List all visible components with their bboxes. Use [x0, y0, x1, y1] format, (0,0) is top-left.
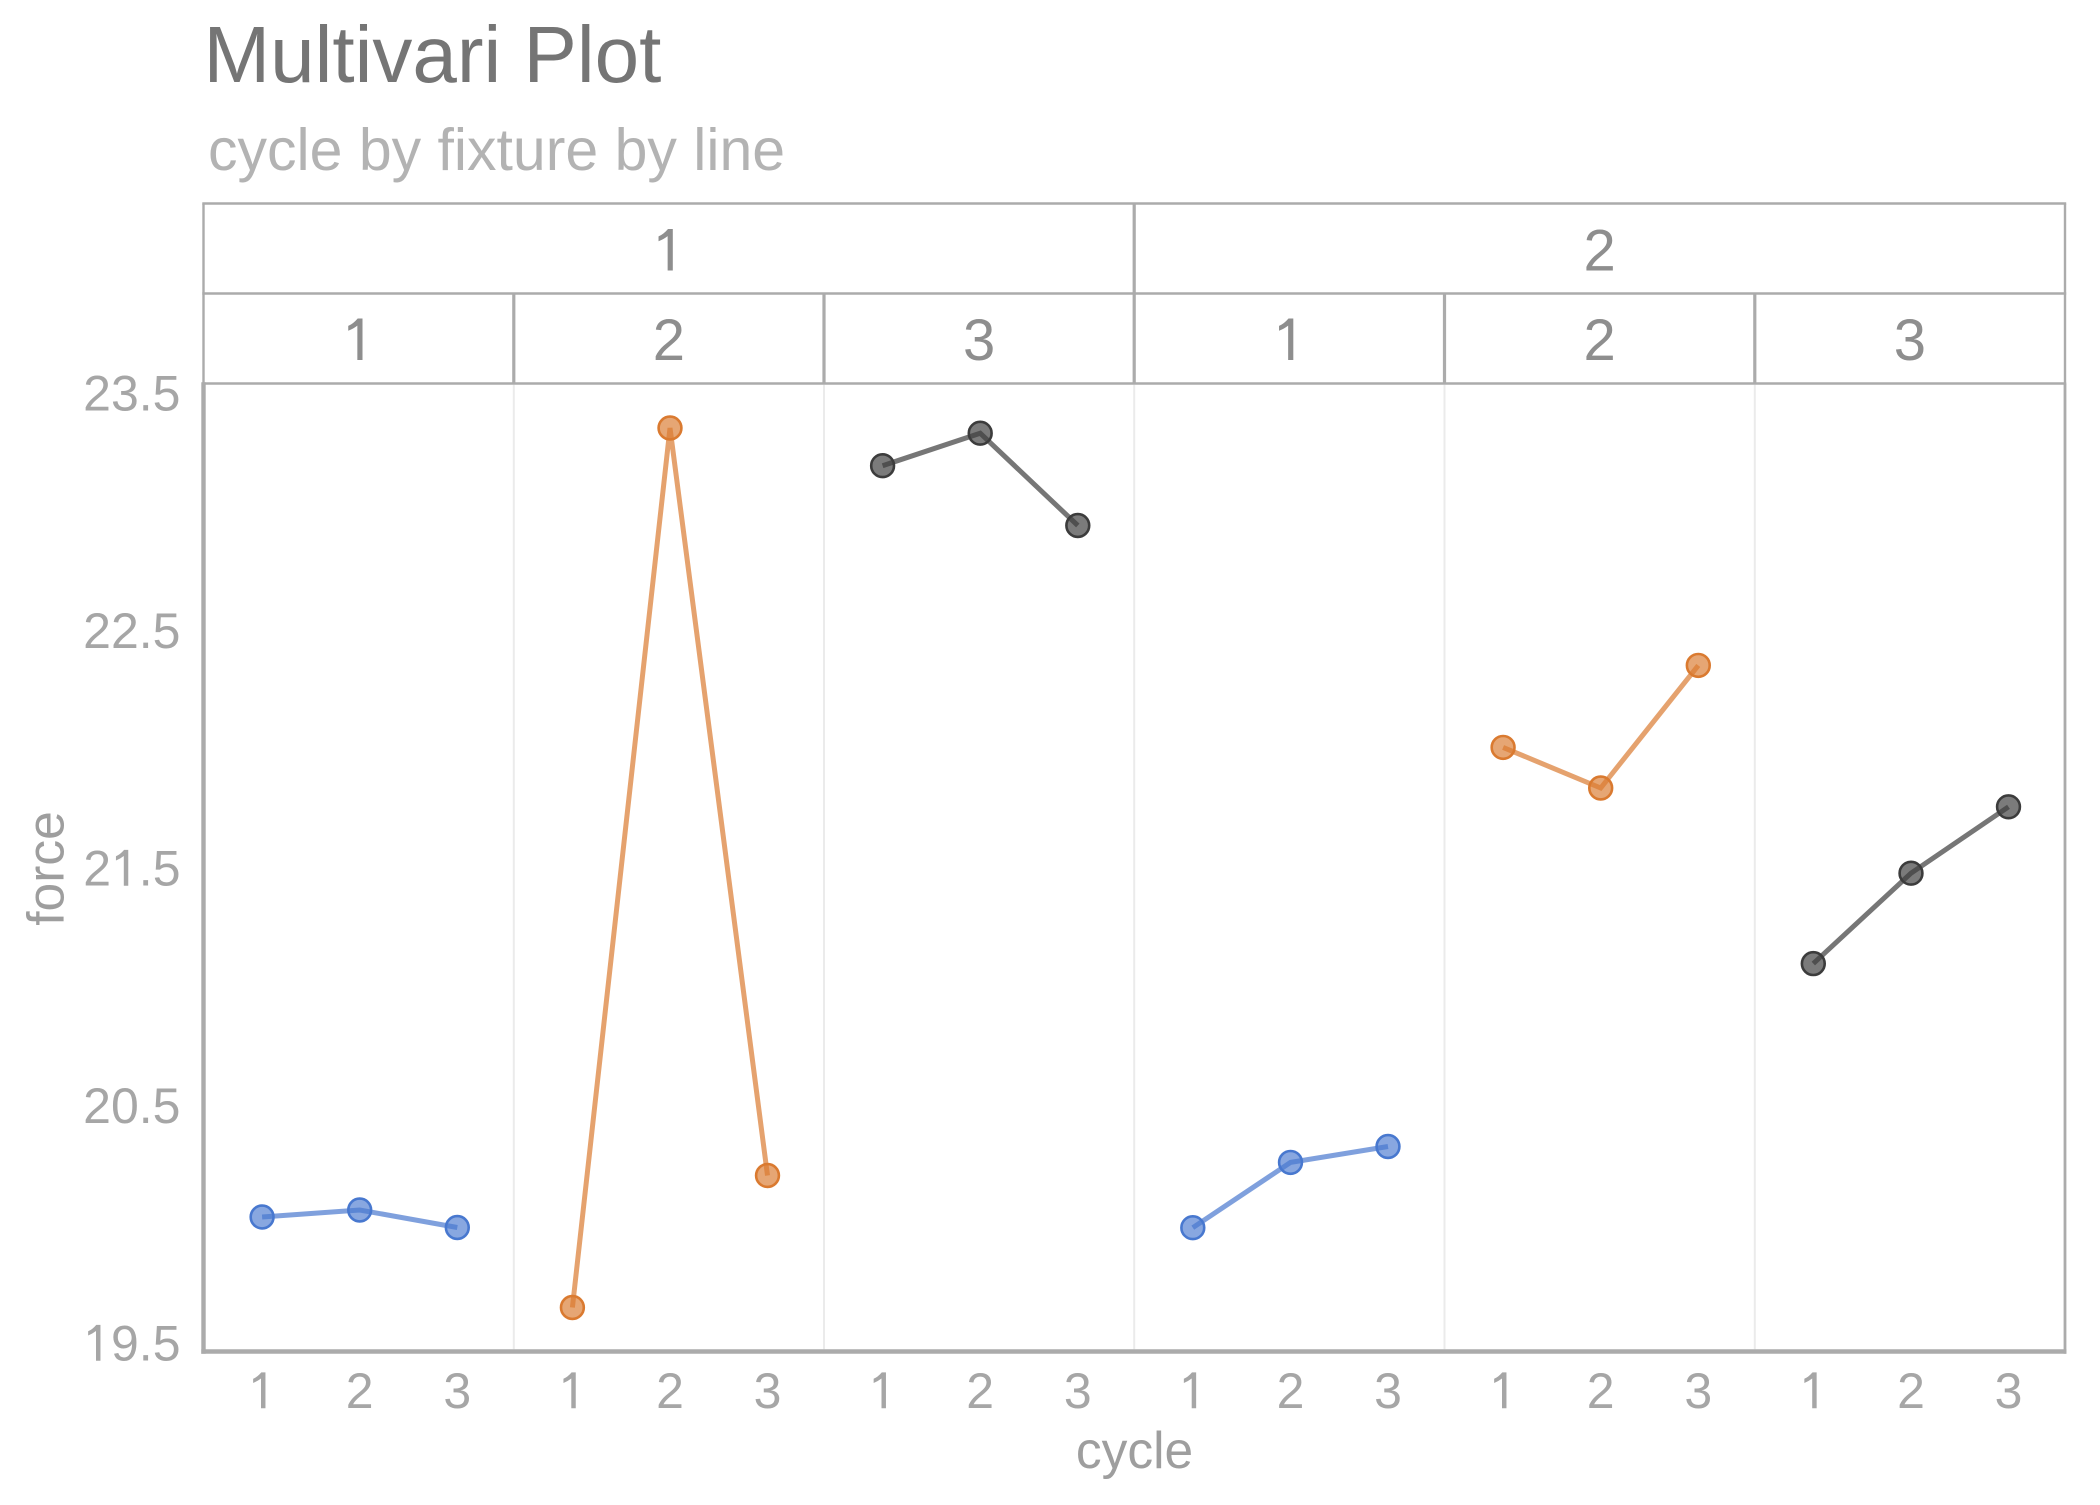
- svg-text:cycle: cycle: [1076, 1421, 1193, 1479]
- svg-text:2: 2: [653, 308, 685, 373]
- svg-text:2: 2: [1583, 308, 1615, 373]
- svg-text:2: 2: [1277, 1363, 1305, 1419]
- svg-text:2: 2: [1587, 1363, 1615, 1419]
- svg-text:2: 2: [1897, 1363, 1925, 1419]
- svg-text:Multivari Plot: Multivari Plot: [204, 10, 662, 99]
- svg-text:3: 3: [963, 308, 995, 373]
- svg-text:20.5: 20.5: [83, 1078, 180, 1134]
- svg-text:3: 3: [1374, 1363, 1402, 1419]
- svg-text:2: 2: [1583, 219, 1615, 284]
- svg-text:force: force: [17, 811, 75, 926]
- svg-text:2: 2: [83, 841, 111, 897]
- svg-text:2: 2: [656, 1363, 684, 1419]
- svg-text:.5: .5: [139, 841, 181, 897]
- svg-text:3: 3: [754, 1363, 782, 1419]
- svg-text:3: 3: [1894, 308, 1926, 373]
- svg-text:3: 3: [443, 1363, 471, 1419]
- svg-text:23.5: 23.5: [83, 366, 180, 422]
- svg-text:22.5: 22.5: [83, 603, 180, 659]
- svg-text:2: 2: [966, 1363, 994, 1419]
- svg-text:2: 2: [346, 1363, 374, 1419]
- svg-text:9.5: 9.5: [111, 1316, 181, 1372]
- svg-text:3: 3: [1684, 1363, 1712, 1419]
- svg-text:cycle by fixture by line: cycle by fixture by line: [208, 117, 785, 183]
- svg-text:3: 3: [1995, 1363, 2023, 1419]
- svg-text:3: 3: [1064, 1363, 1092, 1419]
